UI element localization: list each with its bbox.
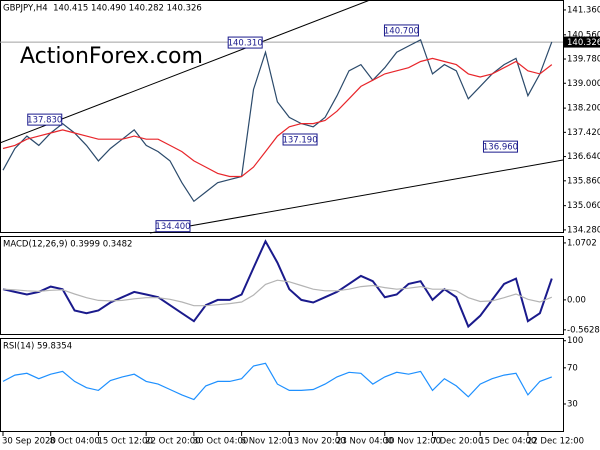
y-tick-label: 139.780 <box>567 55 600 65</box>
annotation-label: 137.830 <box>27 116 62 126</box>
x-tick-label: 7 Dec 20:00 <box>431 437 483 447</box>
y-tick-label: 138.200 <box>567 104 600 114</box>
y-tick-label: 136.640 <box>567 152 600 162</box>
watermark: ActionForex.com <box>20 44 203 69</box>
annotation-label: 140.310 <box>228 39 263 49</box>
series-line <box>2 362 553 401</box>
last-price-label: 140.326 <box>567 38 600 48</box>
x-tick-label: 22 Oct 20:00 <box>145 437 200 447</box>
annotation-box <box>383 24 419 37</box>
series-line <box>2 38 553 203</box>
y-tick-label: 100 <box>567 336 583 346</box>
annotation-label: 134.400 <box>155 222 190 232</box>
x-tick-label: 23 Nov 04:00 <box>336 437 393 447</box>
y-tick-label: 141.360 <box>567 5 600 15</box>
x-tick-label: 13 Nov 20:00 <box>288 437 345 447</box>
annotation-label: 137.190 <box>282 135 317 145</box>
trendline <box>149 159 564 234</box>
x-tick-label: 15 Dec 04:00 <box>479 437 536 447</box>
x-tick-label: 15 Oct 12:00 <box>97 437 152 447</box>
annotation-label: 136.960 <box>483 143 518 153</box>
y-tick-label: -0.5628 <box>567 325 600 335</box>
y-tick-label: 30 <box>567 399 578 409</box>
annotation-box <box>482 140 518 153</box>
panel-title: GBPJPY,H4 140.415 140.490 140.282 140.32… <box>3 4 202 14</box>
panel-title: RSI(14) 59.8354 <box>3 342 72 352</box>
annotation-label: 140.700 <box>384 26 419 36</box>
y-tick-label: 137.420 <box>567 128 600 138</box>
panel-frame <box>0 0 564 233</box>
panel-frame <box>0 236 564 335</box>
x-tick-label: 30 Sep 2020 <box>2 437 56 447</box>
x-tick-label: 30 Nov 12:00 <box>384 437 441 447</box>
series-line <box>2 57 553 178</box>
y-tick-label: 1.0702 <box>567 238 597 248</box>
y-tick-label: 140.560 <box>567 30 600 40</box>
y-tick-label: 139.000 <box>567 79 600 89</box>
series-line <box>2 279 553 307</box>
y-tick-label: 135.860 <box>567 176 600 186</box>
y-tick-label: 135.060 <box>567 201 600 211</box>
series-line <box>2 239 553 329</box>
annotation-box <box>227 36 263 49</box>
panel-title: MACD(12,26,9) 0.3999 0.3482 <box>3 240 132 250</box>
y-tick-label: 70 <box>567 363 578 373</box>
annotation-box <box>155 220 191 233</box>
x-tick-label: 6 Nov 12:00 <box>241 437 293 447</box>
panel-frame <box>0 338 564 432</box>
y-tick-label: 134.280 <box>567 225 600 235</box>
x-tick-label: 30 Oct 04:00 <box>193 437 248 447</box>
annotation-box <box>27 113 63 126</box>
y-tick-label: 0.00 <box>567 295 586 305</box>
last-price-box <box>564 36 600 48</box>
x-tick-label: 8 Oct 04:00 <box>50 437 100 447</box>
annotation-box <box>282 133 318 146</box>
x-tick-label: 22 Dec 12:00 <box>527 437 584 447</box>
